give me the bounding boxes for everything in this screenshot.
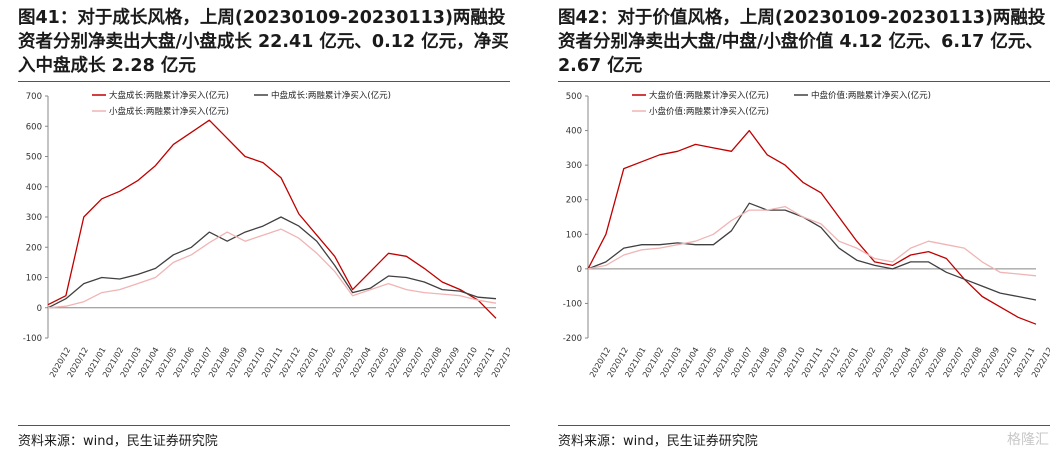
y-tick-label: -100 <box>23 334 42 344</box>
legend-label: 大盘成长:两融累计净买入(亿元) <box>109 90 229 101</box>
legend-label: 小盘成长:两融累计净买入(亿元) <box>109 106 229 117</box>
y-tick-label: 0 <box>577 265 582 275</box>
y-tick-label: -100 <box>563 299 582 309</box>
watermark-logo: 格隆汇 <box>1007 432 1049 448</box>
y-tick-label: 500 <box>26 153 42 163</box>
series-line-0 <box>587 129 1037 325</box>
y-tick-label: 0 <box>37 304 42 314</box>
source-note: 资料来源：wind，民生证券研究院 <box>558 434 758 449</box>
y-tick-label: 100 <box>566 230 582 240</box>
chart-title: 图41：对于成长风格，上周(20230109-20230113)两融投资者分别净… <box>18 8 509 76</box>
source-divider <box>558 425 1050 426</box>
title-divider <box>558 81 1050 82</box>
series-line-0 <box>47 119 497 319</box>
chart-panel-value: 图42：对于价值风格，上周(20230109-20230113)两融投资者分别净… <box>540 0 1055 453</box>
series-line-2 <box>47 228 497 309</box>
y-tick-label: 300 <box>566 161 582 171</box>
y-tick-label: 700 <box>26 92 42 102</box>
chart-title: 图42：对于价值风格，上周(20230109-20230113)两融投资者分别净… <box>558 8 1046 76</box>
line-chart-value: -200-10001002003004005002020/122020/1220… <box>563 90 1050 379</box>
y-tick-label: 300 <box>26 213 42 223</box>
y-tick-label: 100 <box>26 274 42 284</box>
series-line-1 <box>47 216 497 309</box>
chart-panel-growth: 图41：对于成长风格，上周(20230109-20230113)两融投资者分别净… <box>0 0 515 453</box>
series-line-2 <box>587 205 1037 277</box>
legend-label: 大盘价值:两融累计净买入(亿元) <box>649 90 769 101</box>
y-tick-label: -200 <box>563 334 582 344</box>
y-tick-label: 400 <box>566 127 582 137</box>
legend-label: 小盘价值:两融累计净买入(亿元) <box>649 106 769 117</box>
legend-label: 中盘价值:两融累计净买入(亿元) <box>811 90 931 101</box>
source-divider <box>18 425 510 426</box>
y-tick-label: 200 <box>26 243 42 253</box>
y-tick-label: 200 <box>566 196 582 206</box>
series-line-1 <box>587 202 1037 301</box>
y-tick-label: 500 <box>566 92 582 102</box>
title-divider <box>18 81 510 82</box>
line-chart-growth: -10001002003004005006007002020/122020/12… <box>23 90 510 379</box>
y-tick-label: 600 <box>26 122 42 132</box>
source-note: 资料来源：wind，民生证券研究院 <box>18 434 218 449</box>
legend-label: 中盘成长:两融累计净买入(亿元) <box>271 90 391 101</box>
y-tick-label: 400 <box>26 183 42 193</box>
